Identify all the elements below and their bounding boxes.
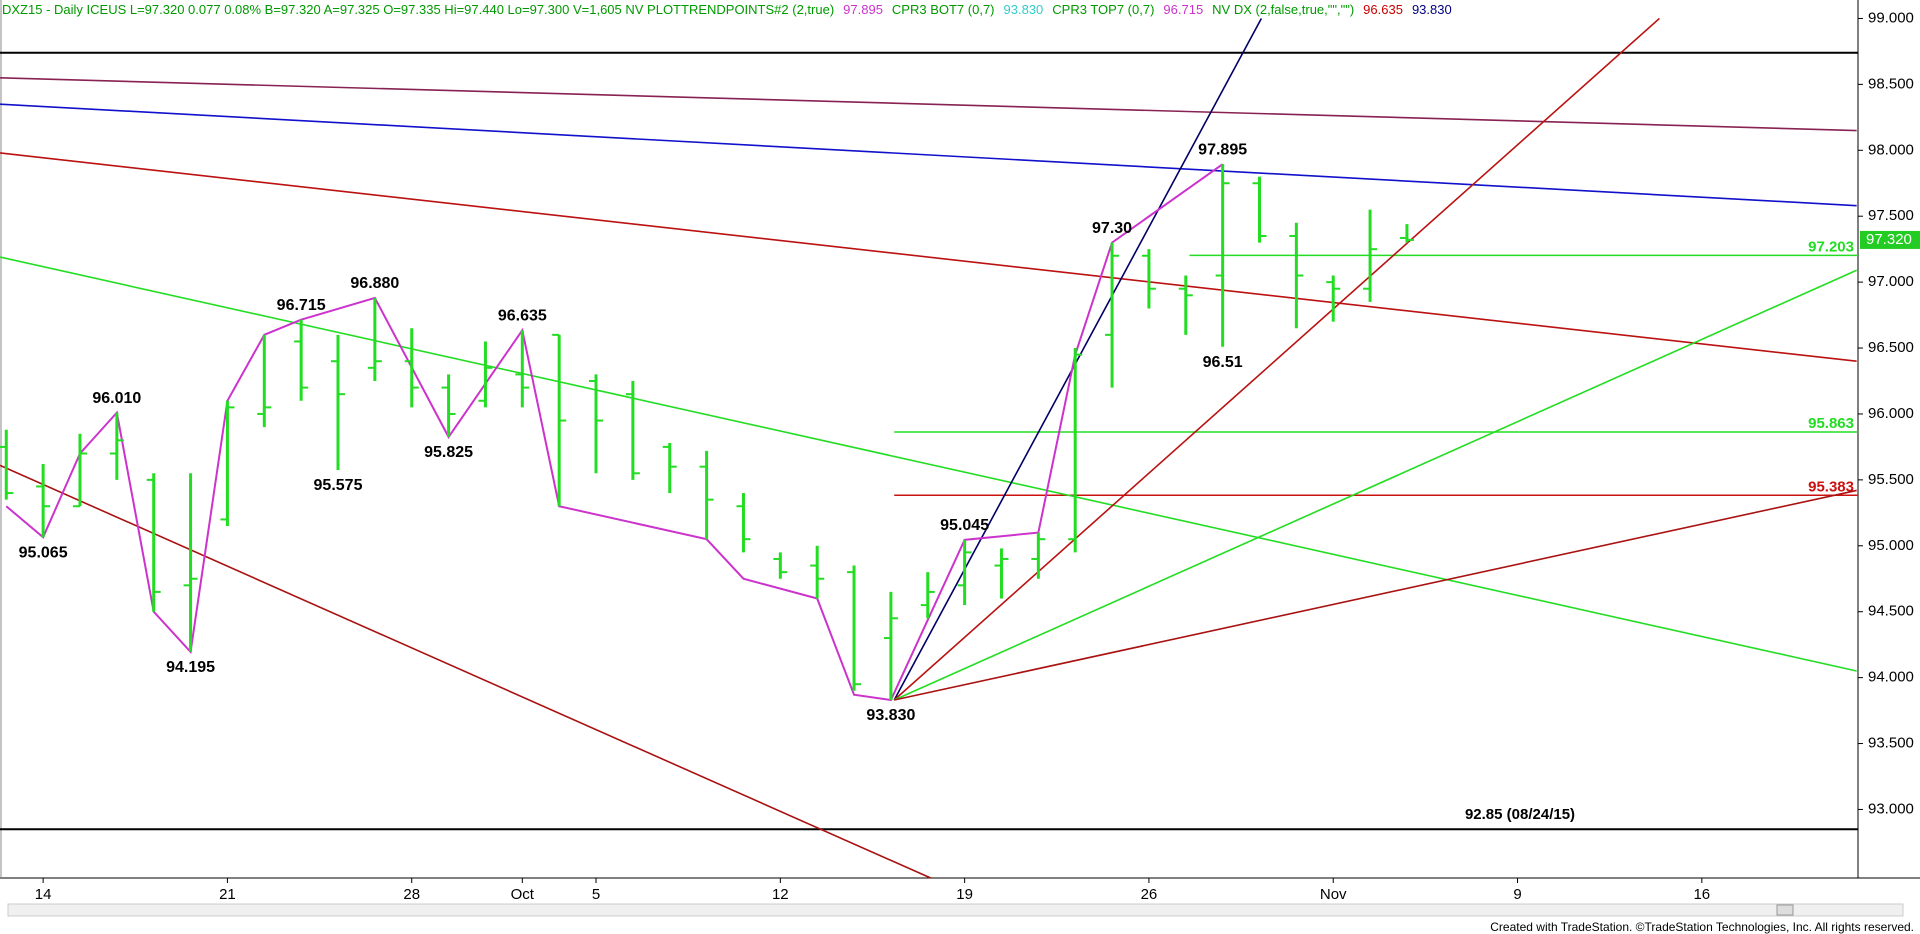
y-tick-label: 94.500 [1868,603,1914,620]
y-tick-label: 99.000 [1868,9,1914,26]
trendline [893,17,1660,701]
x-tick-label: 19 [956,886,973,903]
pivot-label: 96.715 [277,297,326,314]
x-tick-label: 5 [592,886,600,903]
pivot-label: 96.010 [92,390,141,407]
y-tick-label: 93.500 [1868,735,1914,752]
trendline [0,103,1857,207]
scrollbar [7,903,1904,917]
pivot-label: 97.30 [1092,220,1132,237]
y-tick-label: 95.500 [1868,471,1914,488]
pivot-label: 95.065 [19,544,68,561]
pivot-label: 96.880 [350,275,399,292]
pivot-label: 94.195 [166,659,215,676]
pivot-label: 93.830 [866,707,915,724]
x-tick-label: 14 [35,886,52,903]
plot-background [0,0,1858,878]
last-price-label: 97.320 [1866,231,1912,248]
x-tick-label: 12 [772,886,789,903]
x-tick-label: 9 [1513,886,1521,903]
level-label: 97.203 [1808,238,1854,255]
header-item: 93.830 [1411,2,1452,17]
trendline [893,269,1857,701]
x-tick-label: Oct [511,886,535,903]
y-tick-label: 94.000 [1868,669,1914,686]
pivot-label: 96.635 [498,307,547,324]
y-tick-label: 93.000 [1868,800,1914,817]
x-tick-label: 21 [219,886,236,903]
trendline [0,256,1857,672]
trendline [0,76,1857,132]
y-tick-label: 98.000 [1868,141,1914,158]
y-tick-label: 97.000 [1868,273,1914,290]
last-price-box [1860,230,1920,249]
x-tick-label: 28 [403,886,420,903]
header-item: NV DX (2,false,true,"","") [1212,2,1355,17]
y-tick-label: 96.000 [1868,405,1914,422]
y-tick-label: 96.500 [1868,339,1914,356]
header-item: 96.635 [1363,2,1403,17]
header-item: 97.895 [843,2,883,17]
header: DXZ15 - Daily ICEUS L=97.320 0.077 0.08%… [2,2,1461,17]
header-item: CPR3 BOT7 (0,7) [891,2,995,17]
y-tick-label: 98.500 [1868,75,1914,92]
y-tick-label: 95.000 [1868,537,1914,554]
header-item: DXZ15 - Daily ICEUS L=97.320 0.077 0.08%… [2,2,835,17]
x-tick-label: 16 [1693,886,1710,903]
pivot-label: 96.51 [1203,354,1243,371]
header-item: 93.830 [1003,2,1044,17]
pivot-label: 95.045 [940,517,989,534]
trendline [893,18,1263,701]
pivot-label: 97.895 [1198,141,1247,158]
trendline [0,152,1857,363]
level-label: 95.863 [1808,415,1854,432]
trendline [894,489,1857,701]
x-tick-label: Nov [1320,886,1347,903]
pivot-label: 95.575 [314,477,363,494]
header-item: 96.715 [1163,2,1204,17]
y-tick-label: 97.500 [1868,207,1914,224]
pivot-label: 95.825 [424,444,473,461]
level-label: 95.383 [1808,478,1854,495]
header-item: CPR3 TOP7 (0,7) [1052,2,1155,17]
scroll-thumb [1776,904,1794,916]
footer: Created with TradeStation. ©TradeStation… [1490,920,1914,934]
x-tick-label: 26 [1141,886,1158,903]
level-label: 92.85 (08/24/15) [1465,806,1575,823]
